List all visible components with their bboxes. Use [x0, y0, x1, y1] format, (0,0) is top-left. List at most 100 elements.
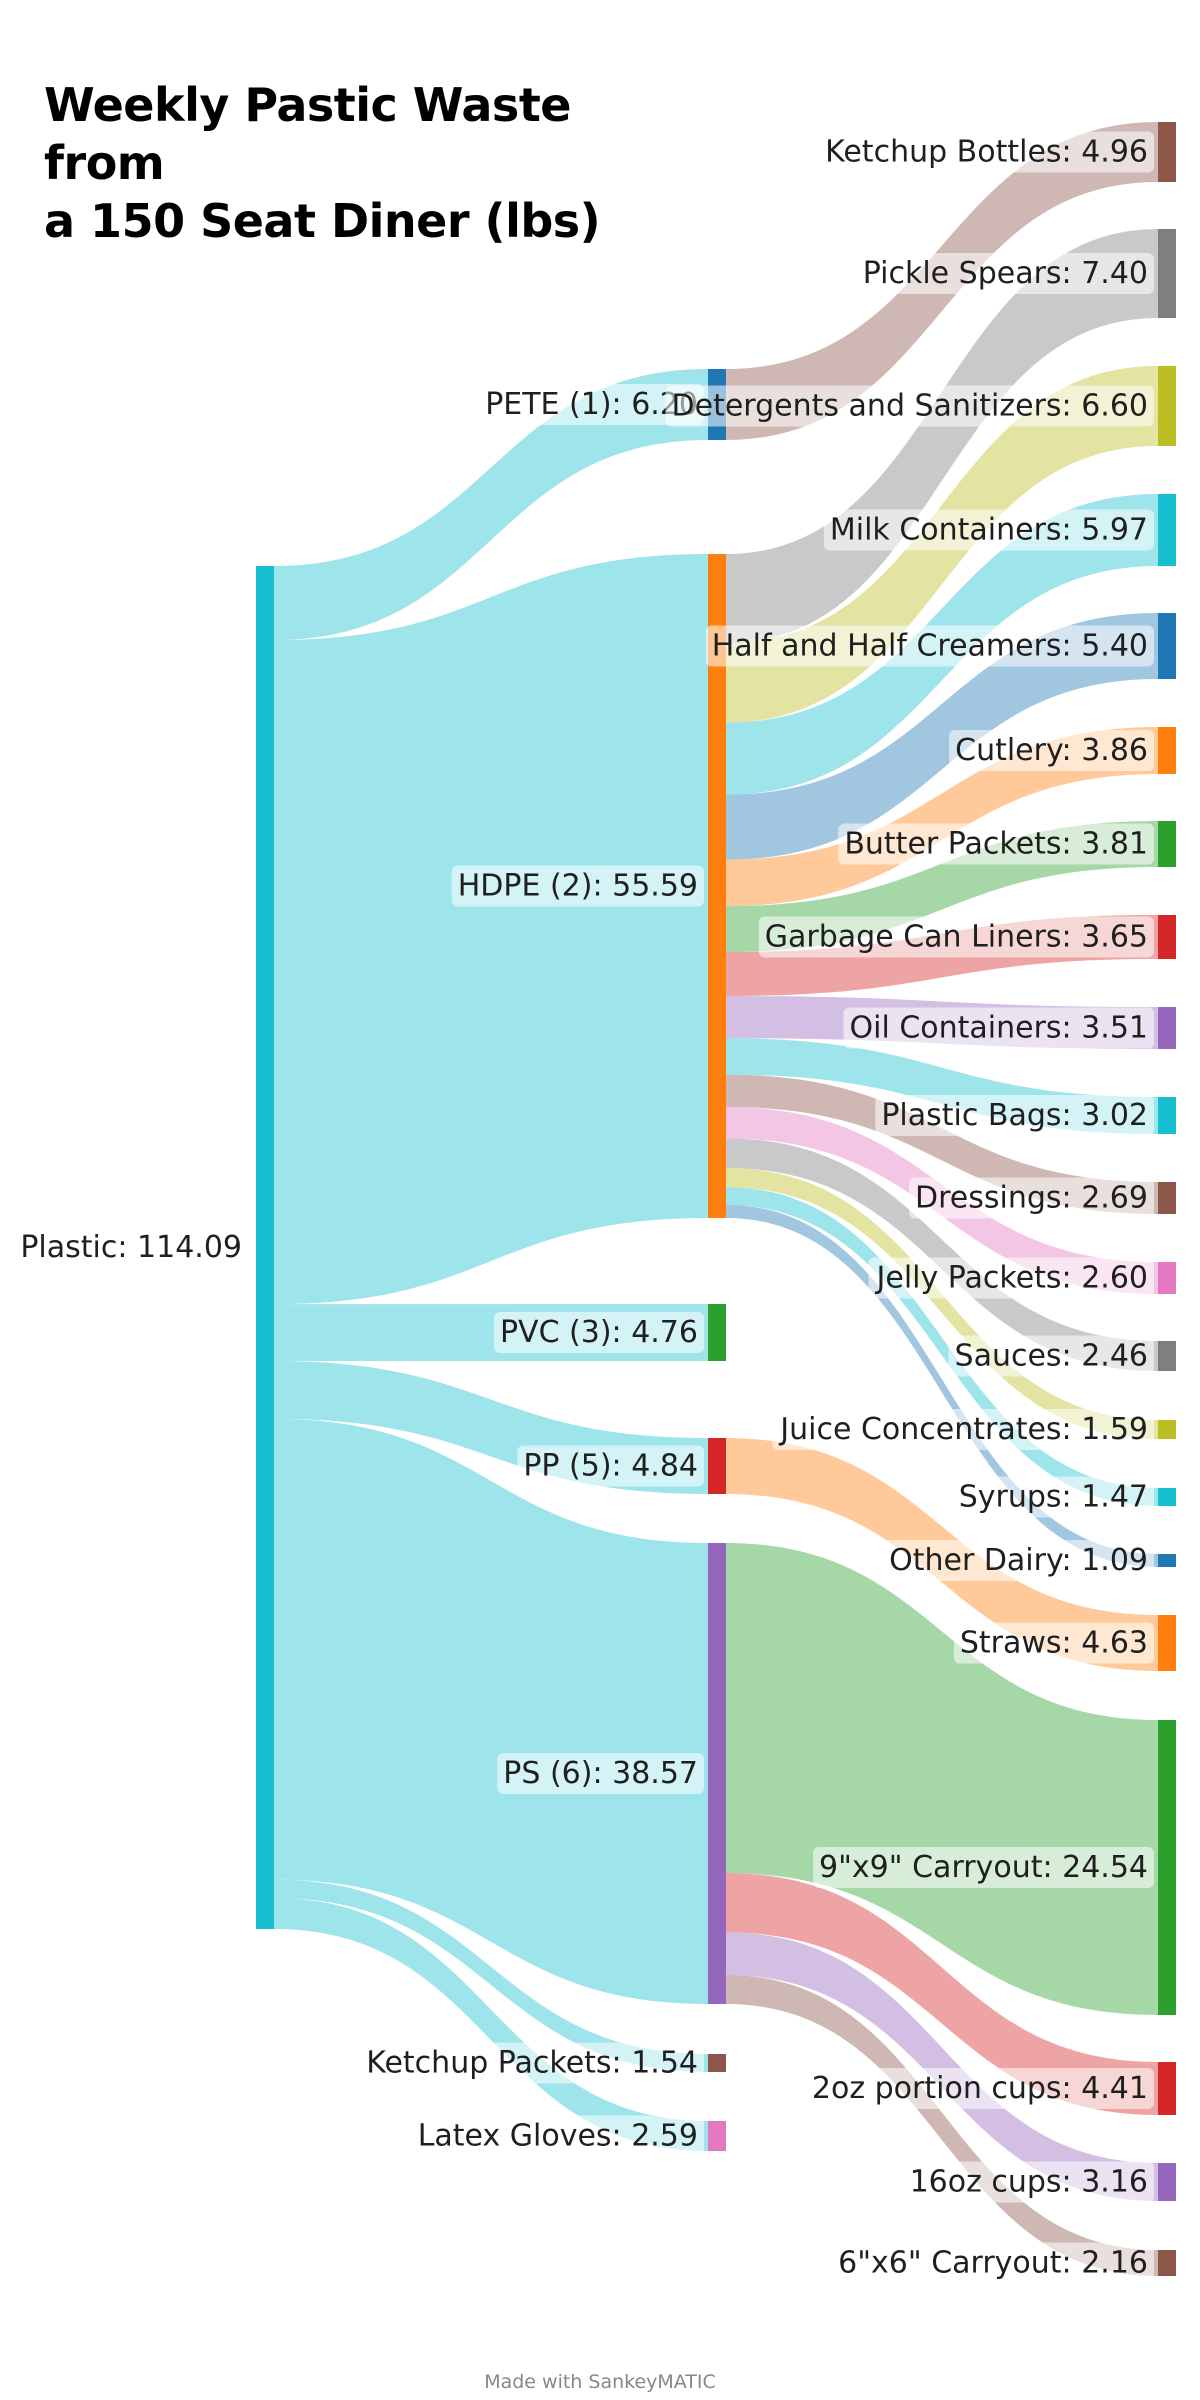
flow-ps-carry9[interactable]	[726, 1543, 1158, 2015]
node-jelly[interactable]	[1158, 1262, 1176, 1294]
label-dressings: Dressings: 2.69	[915, 1181, 1148, 1216]
label-ketchup_packets: Ketchup Packets: 1.54	[366, 2046, 698, 2081]
flow-ps-cups16[interactable]	[726, 1932, 1158, 2201]
node-cutlery[interactable]	[1158, 727, 1176, 774]
label-layer: Plastic: 114.09 PETE (1): 6.20 HDPE (2): 5…	[20, 131, 1154, 2284]
label-cutlery: Cutlery: 3.86	[955, 733, 1148, 768]
node-pp[interactable]	[708, 1438, 726, 1494]
node-ketchup_packets[interactable]	[708, 2054, 726, 2072]
label-bg-ketchup_bottles	[819, 131, 1154, 173]
label-jelly: Jelly Packets: 2.60	[875, 1261, 1148, 1296]
label-bg-halfhalf	[705, 625, 1154, 667]
flow-hdpe-halfhalf[interactable]	[726, 613, 1158, 860]
node-ps[interactable]	[708, 1543, 726, 2004]
label-bg-carry6	[832, 2242, 1154, 2284]
label-ketchup_bottles: Ketchup Bottles: 4.96	[825, 135, 1148, 170]
node-otherdairy[interactable]	[1158, 1554, 1176, 1567]
node-carry9[interactable]	[1158, 1720, 1176, 2015]
label-bg-cups16	[903, 2161, 1154, 2203]
node-sauces[interactable]	[1158, 1341, 1176, 1371]
label-bg-pickle	[856, 253, 1154, 294]
label-bg-sauces	[948, 1335, 1154, 1377]
node-oil[interactable]	[1158, 1007, 1176, 1049]
label-cups2: 2oz portion cups: 4.41	[812, 2071, 1148, 2106]
label-bags: Plastic Bags: 3.02	[881, 1098, 1148, 1133]
flow-plastic-ps[interactable]	[274, 1418, 708, 2004]
label-halfhalf: Half and Half Creamers: 5.40	[712, 629, 1148, 664]
label-latex: Latex Gloves: 2.59	[418, 2119, 698, 2154]
node-dressings[interactable]	[1158, 1182, 1176, 1214]
label-milk: Milk Containers: 5.97	[830, 513, 1148, 548]
label-bg-milk	[823, 509, 1154, 551]
label-liners: Garbage Can Liners: 3.65	[765, 920, 1148, 955]
node-syrups[interactable]	[1158, 1488, 1176, 1506]
node-plastic[interactable]	[256, 566, 274, 1929]
label-bg-hdpe	[451, 865, 704, 907]
label-straws: Straws: 4.63	[960, 1626, 1148, 1661]
label-juice: Juice Concentrates: 1.59	[778, 1412, 1148, 1447]
node-milk[interactable]	[1158, 494, 1176, 566]
node-juice[interactable]	[1158, 1420, 1176, 1439]
flow-hdpe-otherdairy[interactable]	[726, 1204, 1158, 1567]
title-line-2: a 150 Seat Diner (lbs)	[44, 194, 601, 248]
label-bg-butter	[838, 823, 1154, 865]
label-bg-pp	[517, 1445, 704, 1487]
label-bg-juice	[772, 1409, 1154, 1450]
flow-plastic-ketchup_packets[interactable]	[274, 1879, 708, 2072]
node-halfhalf[interactable]	[1158, 613, 1176, 679]
label-bg-cutlery	[949, 730, 1154, 771]
label-oil: Oil Containers: 3.51	[850, 1011, 1149, 1046]
flow-hdpe-sauces[interactable]	[726, 1138, 1158, 1371]
label-bg-detergents	[665, 385, 1154, 427]
label-pp: PP (5): 4.84	[523, 1449, 698, 1484]
label-bg-dressings	[909, 1177, 1154, 1219]
label-pete: PETE (1): 6.20	[485, 387, 698, 422]
node-pvc[interactable]	[708, 1304, 726, 1361]
flow-ps-cups2[interactable]	[726, 1873, 1158, 2115]
label-bg-latex	[411, 2115, 704, 2157]
node-latex[interactable]	[708, 2121, 726, 2151]
label-bg-jelly	[868, 1257, 1154, 1299]
flow-plastic-hdpe[interactable]	[274, 554, 708, 1305]
node-pickle[interactable]	[1158, 229, 1176, 318]
node-carry6[interactable]	[1158, 2250, 1176, 2276]
flow-ps-carry6[interactable]	[726, 1974, 1158, 2276]
label-bg-otherdairy	[883, 1540, 1154, 1581]
node-butter[interactable]	[1158, 821, 1176, 867]
label-pvc: PVC (3): 4.76	[500, 1315, 698, 1350]
diagram-title: Weekly Pastic Waste from a 150 Seat Dine…	[44, 76, 704, 250]
node-detergents[interactable]	[1158, 366, 1176, 446]
label-bg-bags	[875, 1095, 1154, 1136]
node-ketchup_bottles[interactable]	[1158, 122, 1176, 182]
label-bg-ps	[497, 1753, 704, 1794]
label-bg-straws	[953, 1622, 1154, 1664]
node-bags[interactable]	[1158, 1097, 1176, 1134]
flow-hdpe-cutlery[interactable]	[726, 727, 1158, 907]
label-bg-pete	[479, 384, 704, 425]
flow-hdpe-juice[interactable]	[726, 1168, 1158, 1439]
node-liners[interactable]	[1158, 915, 1176, 959]
label-bg-oil	[843, 1007, 1154, 1049]
flow-plastic-pete[interactable]	[274, 369, 708, 641]
label-bg-pvc	[493, 1312, 704, 1353]
label-bg-carry9	[813, 1847, 1154, 1888]
credit-text: Made with SankeyMATIC	[484, 2371, 716, 2393]
node-cups16[interactable]	[1158, 2163, 1176, 2201]
label-sauces: Sauces: 2.46	[955, 1339, 1148, 1374]
label-plastic: Plastic: 114.09	[20, 1230, 242, 1265]
label-ps: PS (6): 38.57	[503, 1756, 698, 1791]
label-syrups: Syrups: 1.47	[959, 1480, 1148, 1515]
label-butter: Butter Packets: 3.81	[844, 827, 1148, 862]
label-detergents: Detergents and Sanitizers: 6.60	[672, 389, 1148, 424]
node-hdpe[interactable]	[708, 554, 726, 1218]
flow-hdpe-syrups[interactable]	[726, 1187, 1158, 1506]
label-bg-cups2	[805, 2068, 1154, 2109]
flow-plastic-latex[interactable]	[274, 1898, 708, 2151]
node-straws[interactable]	[1158, 1615, 1176, 1671]
label-bg-syrups	[952, 1476, 1154, 1518]
label-pickle: Pickle Spears: 7.40	[863, 256, 1148, 291]
title-line-1: Weekly Pastic Waste from	[44, 78, 572, 190]
label-carry6: 6"x6" Carryout: 2.16	[838, 2246, 1148, 2281]
node-cups2[interactable]	[1158, 2062, 1176, 2115]
